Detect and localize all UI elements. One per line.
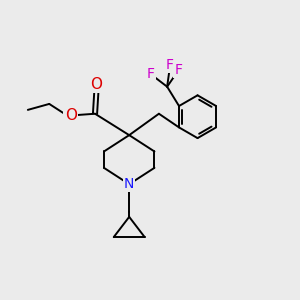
Text: F: F (166, 58, 174, 72)
Text: N: N (124, 177, 134, 191)
Text: F: F (147, 67, 155, 81)
Text: O: O (91, 76, 103, 92)
Text: F: F (174, 63, 182, 77)
Text: O: O (64, 108, 76, 123)
